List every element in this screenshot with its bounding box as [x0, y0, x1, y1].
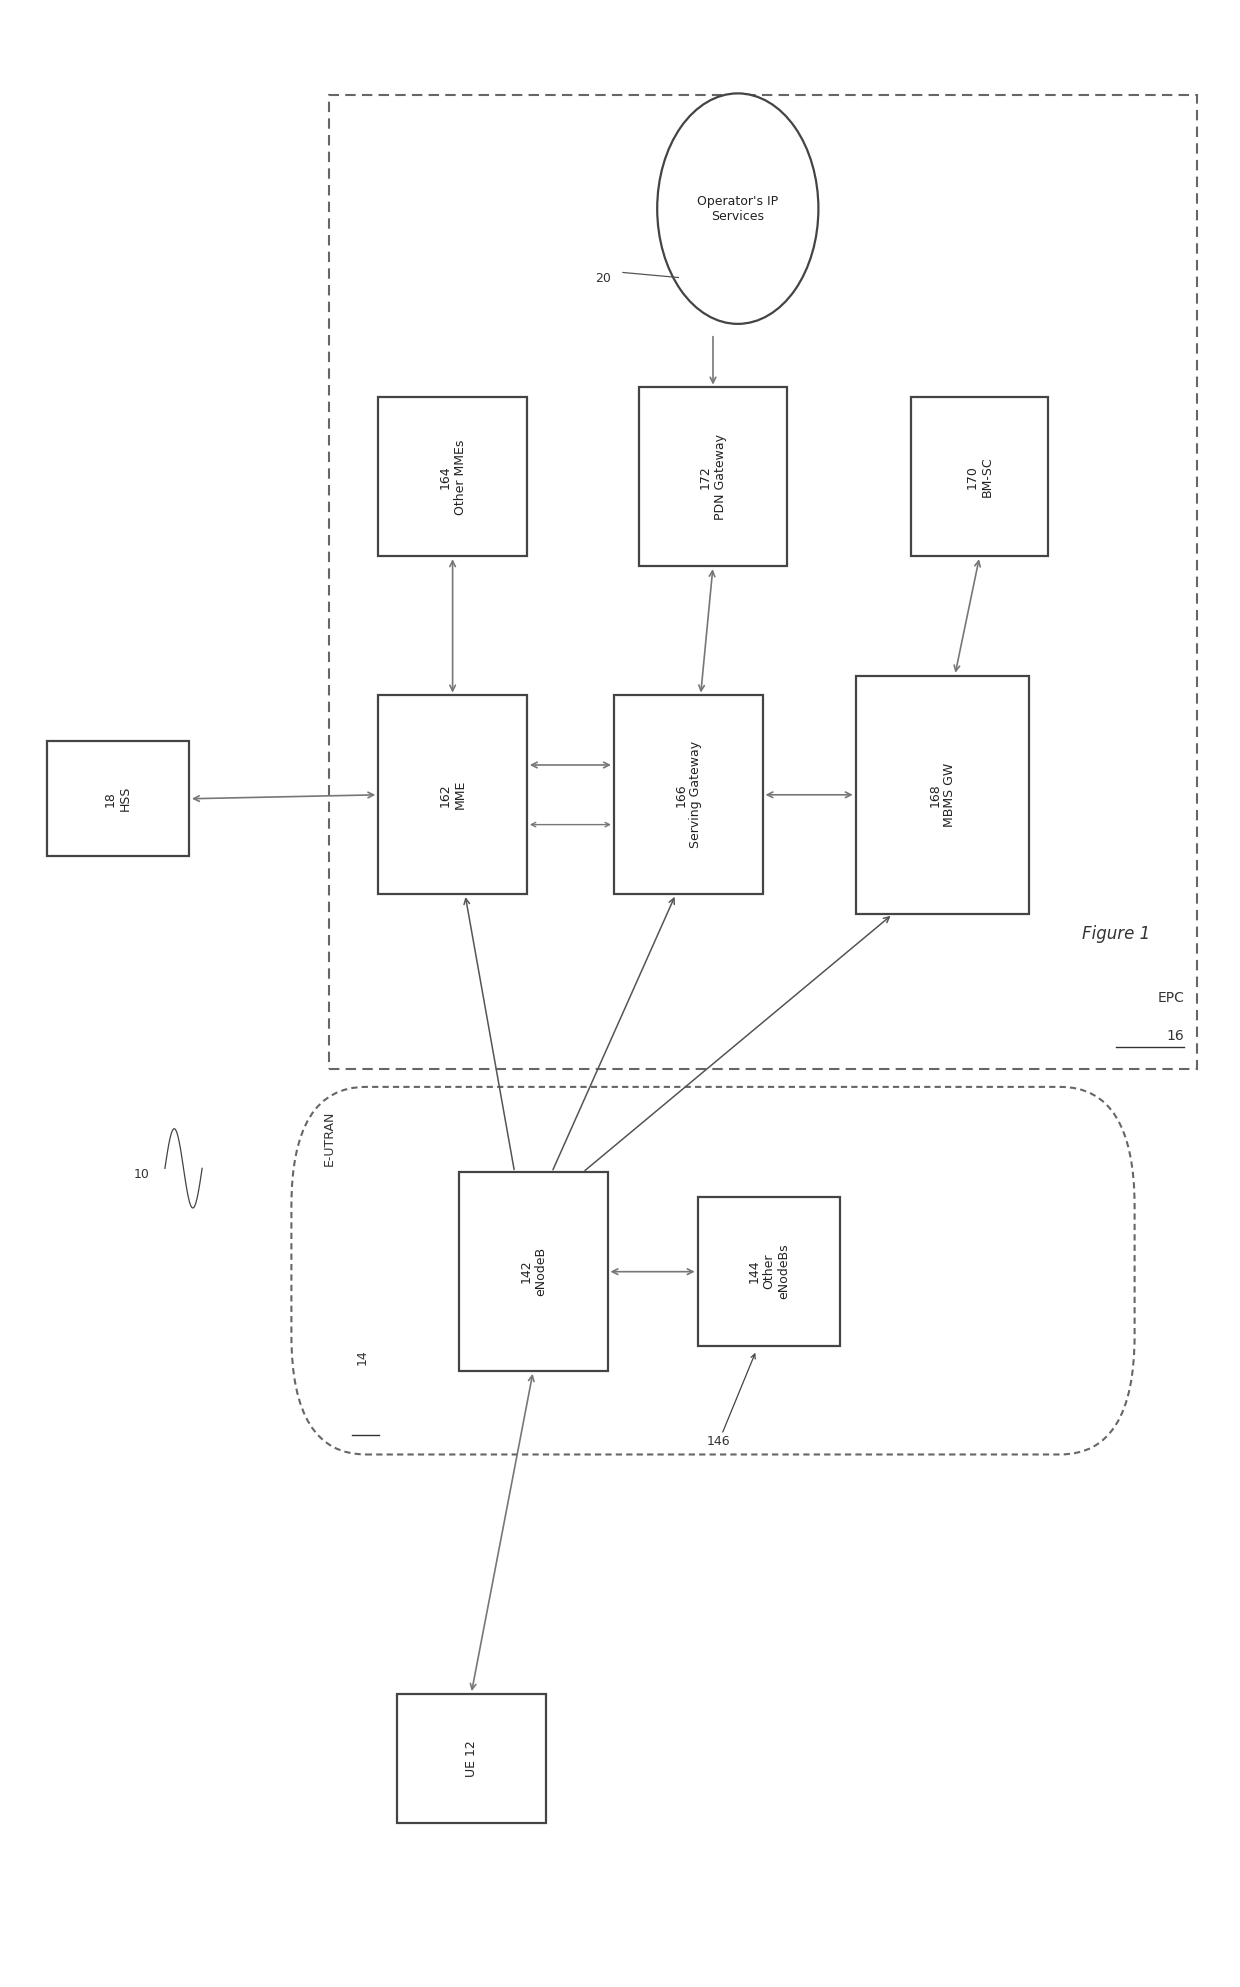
Text: Figure 1: Figure 1 — [1081, 924, 1151, 944]
Text: 146: 146 — [707, 1435, 730, 1449]
FancyBboxPatch shape — [378, 397, 527, 556]
FancyBboxPatch shape — [397, 1693, 546, 1824]
Text: 14: 14 — [356, 1349, 368, 1365]
Text: 144
Other
eNodeBs: 144 Other eNodeBs — [748, 1244, 790, 1299]
Text: 18
HSS: 18 HSS — [104, 787, 131, 811]
Text: 172
PDN Gateway: 172 PDN Gateway — [699, 433, 727, 521]
Ellipse shape — [657, 93, 818, 324]
Text: UE 12: UE 12 — [465, 1741, 477, 1776]
Text: 168
MBMS GW: 168 MBMS GW — [929, 763, 956, 827]
Text: 20: 20 — [595, 272, 611, 286]
Text: 170
BM-SC: 170 BM-SC — [966, 457, 993, 497]
Text: 162
MME: 162 MME — [439, 781, 466, 809]
FancyBboxPatch shape — [911, 397, 1048, 556]
FancyBboxPatch shape — [639, 387, 787, 566]
Text: E-UTRAN: E-UTRAN — [322, 1111, 335, 1166]
Text: 142
eNodeB: 142 eNodeB — [520, 1248, 547, 1296]
FancyBboxPatch shape — [378, 695, 527, 894]
FancyBboxPatch shape — [291, 1087, 1135, 1454]
FancyBboxPatch shape — [614, 695, 763, 894]
FancyBboxPatch shape — [47, 741, 188, 856]
FancyBboxPatch shape — [856, 676, 1029, 914]
FancyBboxPatch shape — [329, 95, 1197, 1069]
Text: 164
Other MMEs: 164 Other MMEs — [439, 439, 466, 515]
FancyBboxPatch shape — [459, 1172, 608, 1371]
Text: 166
Serving Gateway: 166 Serving Gateway — [675, 741, 702, 848]
Text: Operator's IP
Services: Operator's IP Services — [697, 195, 779, 223]
Text: 10: 10 — [134, 1168, 150, 1182]
Text: EPC: EPC — [1157, 992, 1184, 1005]
Text: 16: 16 — [1167, 1029, 1184, 1043]
FancyBboxPatch shape — [697, 1196, 841, 1347]
